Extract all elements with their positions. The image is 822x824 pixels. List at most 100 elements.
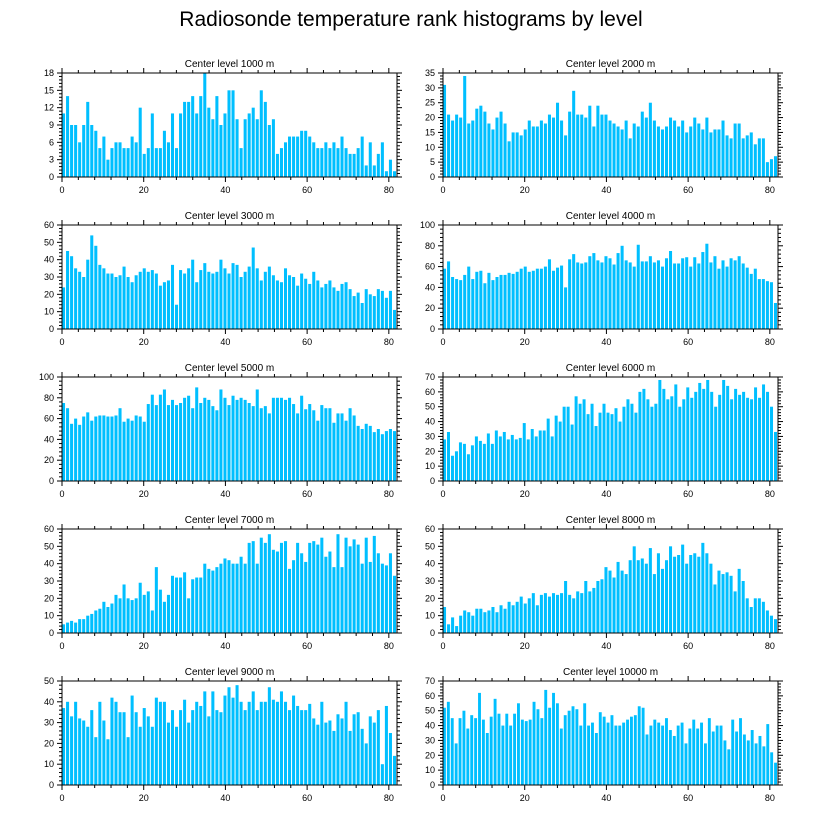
x-tick-label: 80 (765, 793, 775, 803)
bar (774, 431, 777, 481)
bar (674, 384, 678, 481)
bar (454, 743, 458, 785)
bar (629, 716, 633, 785)
bar (114, 701, 118, 785)
bar (336, 413, 340, 481)
bar (610, 414, 614, 481)
bar (592, 253, 596, 329)
bar (368, 294, 372, 329)
bar (737, 568, 741, 633)
bar (207, 107, 211, 177)
bar (689, 266, 693, 329)
panel-title: Center level 7000 m (185, 515, 275, 526)
bar (517, 703, 520, 785)
bar (118, 712, 122, 785)
bar (636, 560, 640, 633)
bar (560, 265, 564, 329)
bar (118, 408, 122, 481)
bar (183, 699, 187, 785)
bar (616, 561, 620, 633)
bar (122, 712, 126, 785)
bar (219, 259, 223, 329)
bar (316, 148, 320, 177)
bar (669, 251, 673, 329)
bar (762, 746, 766, 785)
bar (247, 266, 251, 329)
x-tick-label: 20 (139, 185, 149, 195)
y-tick-label: 15 (425, 127, 435, 137)
x-tick-label: 20 (139, 793, 149, 803)
bar (255, 389, 259, 481)
bar (693, 117, 697, 177)
bar (454, 451, 458, 481)
y-tick-label: 25 (425, 98, 435, 108)
bar (718, 394, 722, 481)
bar (138, 582, 142, 633)
bar (166, 722, 170, 785)
panel-title: Center level 2000 m (566, 59, 656, 70)
bar (717, 268, 721, 329)
bar (729, 575, 733, 633)
bar (199, 96, 203, 177)
bar (271, 119, 275, 177)
bar (114, 594, 118, 633)
bar (579, 725, 583, 785)
bar (344, 282, 348, 329)
bar (648, 548, 652, 633)
y-tick-label: 60 (44, 414, 54, 424)
bar (624, 260, 628, 329)
bar (491, 280, 495, 329)
bar (702, 388, 706, 481)
bar (539, 268, 543, 329)
y-tick-label: 18 (44, 68, 54, 78)
bar (279, 397, 283, 481)
y-tick-label: 0 (49, 628, 54, 638)
x-tick-label: 40 (220, 793, 230, 803)
bar (531, 593, 535, 633)
bar (134, 142, 138, 177)
bar (356, 292, 360, 329)
bar (207, 568, 211, 633)
bar (636, 126, 640, 177)
bar (548, 707, 552, 785)
bar (158, 394, 162, 481)
bar (624, 574, 628, 633)
plot-frame (442, 376, 779, 482)
bar (175, 148, 179, 177)
bar (94, 610, 98, 633)
bar (518, 437, 522, 481)
bar (356, 544, 360, 633)
bar (458, 442, 462, 481)
panel-title: Center level 5000 m (185, 363, 275, 374)
bar (572, 90, 576, 177)
bar (207, 399, 211, 481)
x-tick-label: 0 (440, 185, 445, 195)
bar (235, 563, 239, 633)
bar (292, 136, 296, 177)
bar (672, 735, 676, 785)
bar (725, 266, 729, 329)
bar (134, 415, 138, 481)
bar (628, 560, 632, 633)
bar (489, 716, 493, 785)
bar (514, 439, 518, 481)
bar (316, 280, 320, 329)
bar (705, 243, 709, 329)
bar (142, 421, 146, 481)
bar (312, 718, 316, 785)
bar (352, 296, 356, 329)
panel-title: Center level 3000 m (185, 211, 275, 222)
bar (652, 120, 656, 177)
bar (267, 413, 271, 481)
bar (247, 542, 251, 633)
bar (138, 416, 142, 481)
bar (622, 722, 626, 785)
y-tick-label: 20 (44, 289, 54, 299)
bar (170, 113, 175, 177)
bar (572, 598, 576, 633)
bar (499, 274, 503, 329)
bar (614, 725, 618, 785)
bar (753, 144, 757, 177)
bar (564, 135, 568, 177)
bar (746, 740, 750, 785)
